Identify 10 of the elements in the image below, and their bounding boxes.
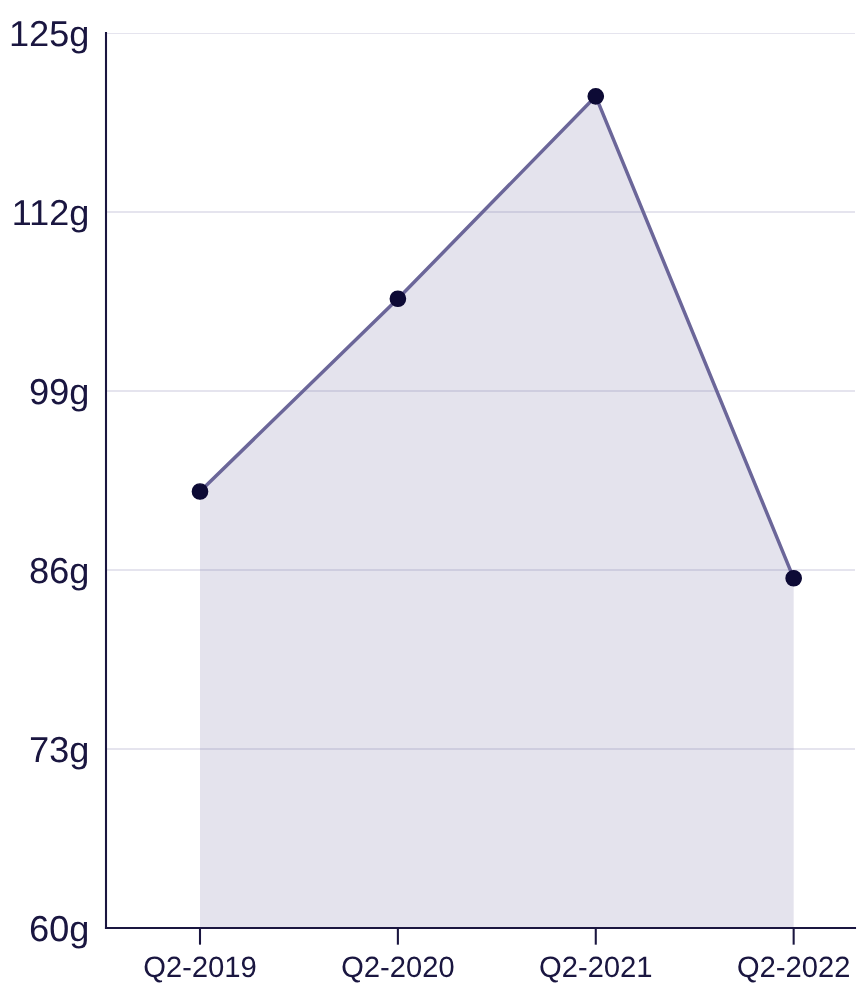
y-tick-label: 60g: [30, 915, 88, 949]
y-tick-label: 73g: [30, 736, 88, 770]
y-tick-label: 99g: [30, 378, 88, 412]
x-tick-label: Q2-2022: [738, 956, 849, 983]
x-tick-label: Q2-2021: [540, 956, 652, 983]
y-tick-label: 112g: [14, 199, 88, 233]
y-tick-label: 86g: [30, 557, 88, 591]
x-tick-label: Q2-2020: [342, 956, 454, 983]
y-tick-label: 125g: [11, 20, 88, 54]
x-tick-label: Q2-2019: [144, 956, 256, 983]
